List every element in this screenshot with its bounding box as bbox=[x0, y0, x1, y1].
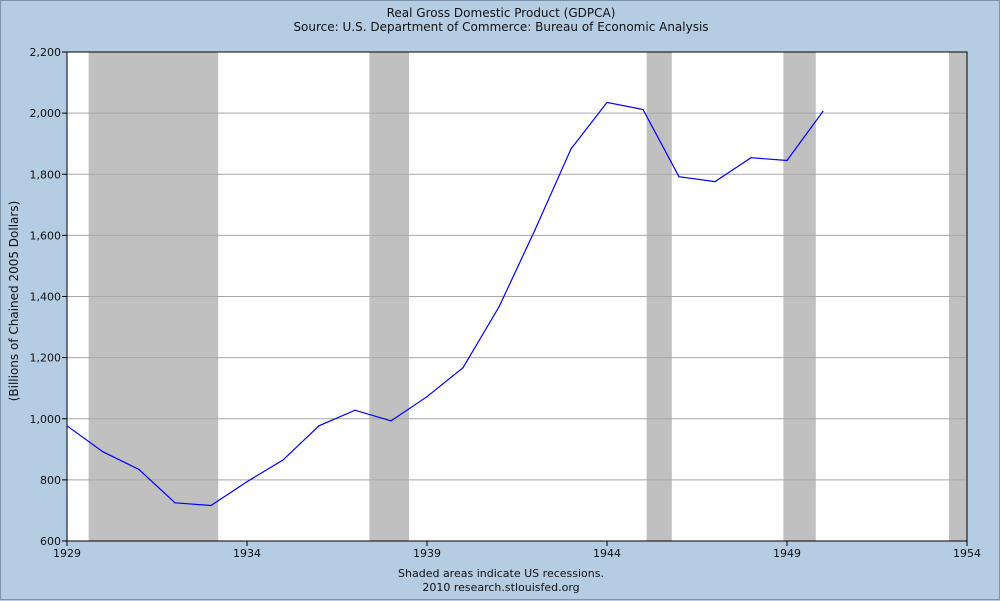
y-tick-label-2: 1,000 bbox=[30, 413, 62, 426]
data-point-1932 bbox=[174, 502, 176, 504]
x-tick-label-5: 1954 bbox=[953, 547, 981, 560]
data-point-1944 bbox=[606, 101, 608, 104]
series-line-0 bbox=[66, 101, 824, 507]
data-point-1934 bbox=[246, 481, 248, 483]
chart-title: Real Gross Domestic Product (GDPCA) bbox=[386, 6, 616, 20]
data-point-1947 bbox=[714, 180, 716, 183]
y-tick-label-3: 1,200 bbox=[30, 352, 62, 365]
data-point-1931 bbox=[138, 468, 140, 471]
x-tick-label-4: 1949 bbox=[773, 547, 801, 560]
y-tick-label-4: 1,400 bbox=[30, 291, 62, 304]
data-point-1935 bbox=[282, 459, 284, 461]
x-tick-label-3: 1944 bbox=[593, 547, 621, 560]
data-point-1933 bbox=[210, 504, 212, 507]
data-point-1943 bbox=[570, 148, 572, 150]
recession-note: Shaded areas indicate US recessions. bbox=[398, 567, 604, 580]
data-point-1937 bbox=[354, 409, 356, 411]
data-point-1945 bbox=[642, 108, 644, 111]
x-tick-label-2: 1939 bbox=[413, 547, 441, 560]
data-point-1929 bbox=[66, 425, 68, 427]
y-tick-label-0: 600 bbox=[40, 535, 61, 548]
data-point-1940 bbox=[462, 367, 464, 369]
y-tick-label-1: 800 bbox=[40, 474, 61, 487]
data-point-1949 bbox=[786, 159, 788, 162]
data-point-1946 bbox=[678, 176, 680, 178]
y-tick-label-5: 1,600 bbox=[30, 229, 62, 242]
x-tick-label-1: 1934 bbox=[233, 547, 261, 560]
data-point-1950 bbox=[822, 110, 824, 112]
data-point-1939 bbox=[426, 396, 428, 398]
y-tick-label-7: 2,000 bbox=[30, 107, 62, 120]
data-point-1941 bbox=[498, 306, 500, 308]
data-point-1930 bbox=[102, 451, 104, 453]
y-tick-label-8: 2,200 bbox=[30, 46, 62, 59]
data-point-1948 bbox=[750, 157, 752, 159]
chart-subtitle: Source: U.S. Department of Commerce: Bur… bbox=[293, 20, 709, 34]
y-tick-label-6: 1,800 bbox=[30, 168, 62, 181]
data-point-1936 bbox=[318, 425, 320, 427]
data-point-1938 bbox=[390, 420, 392, 422]
source-credit: 2010 research.stlouisfed.org bbox=[422, 581, 580, 594]
data-point-1942 bbox=[534, 229, 536, 231]
x-tick-label-0: 1929 bbox=[53, 547, 81, 560]
